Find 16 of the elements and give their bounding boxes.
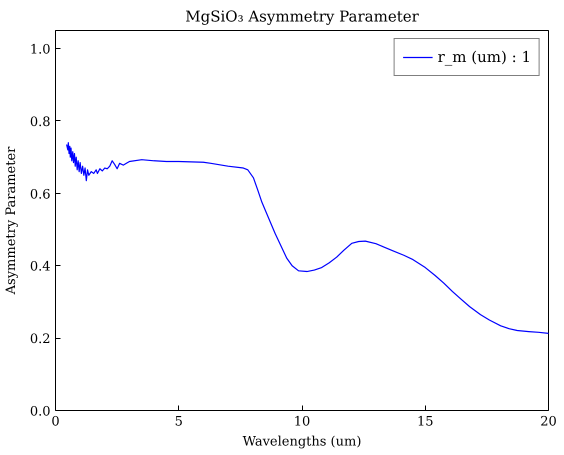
y-tick-label: 0.4 — [30, 260, 51, 275]
line-series — [66, 142, 548, 334]
x-tick-label: 20 — [540, 414, 557, 430]
y-tick-label: 1.0 — [30, 42, 51, 58]
x-tick-label: 5 — [174, 414, 183, 430]
x-tick-label: 15 — [416, 414, 434, 430]
chart-title: MgSiO₃ Asymmetry Parameter — [185, 8, 420, 26]
y-axis-title: Asymmetry Parameter — [4, 146, 19, 296]
y-tick-label: 0.8 — [30, 114, 51, 130]
y-tick-label: 0.0 — [30, 404, 51, 420]
x-tick-label: 0 — [51, 414, 60, 430]
x-axis-title: Wavelengths (um) — [242, 434, 362, 450]
y-tick-label: 0.2 — [30, 332, 51, 348]
legend-label: r_m (um) : 1 — [438, 48, 531, 66]
x-tick-label: 10 — [294, 414, 310, 430]
y-tick-label: 0.6 — [30, 187, 51, 202]
